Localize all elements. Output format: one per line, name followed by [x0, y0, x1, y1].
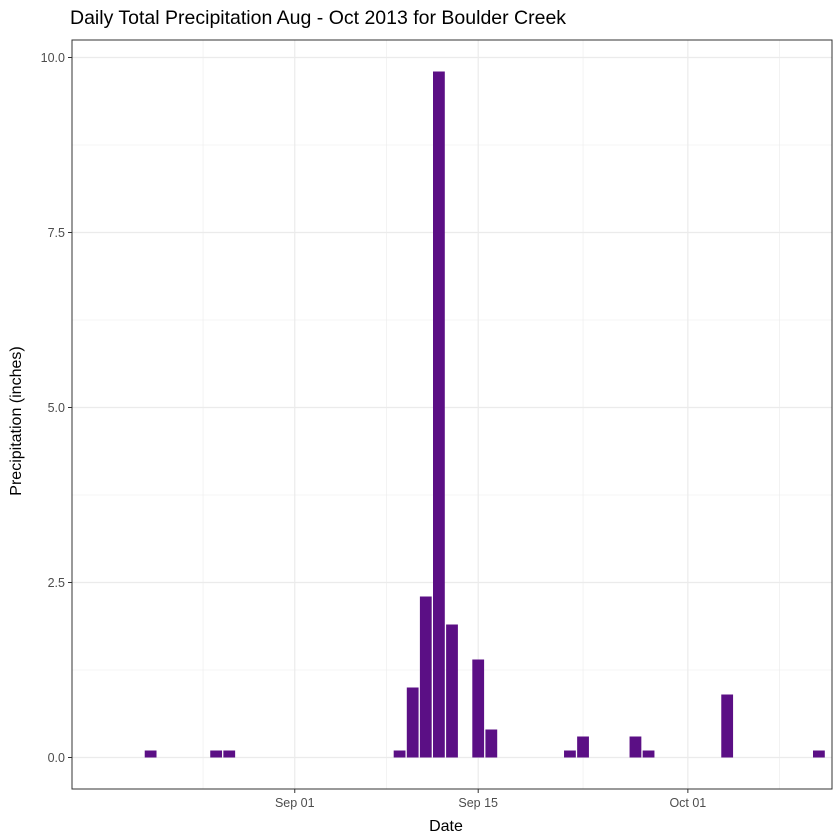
precip-bar: [144, 750, 157, 758]
x-tick-label: Sep 01: [275, 796, 315, 810]
bars-group: [144, 71, 825, 758]
precip-bar: [210, 750, 223, 758]
y-axis: 0.0 2.5 5.0 7.5 10.0: [41, 51, 72, 765]
y-tick-label: 2.5: [48, 576, 65, 590]
x-axis-title: Date: [429, 818, 463, 835]
y-tick-label: 10.0: [41, 51, 65, 65]
precip-bar: [485, 729, 498, 758]
chart-title: Daily Total Precipitation Aug - Oct 2013…: [70, 7, 566, 29]
precip-bar: [564, 750, 576, 758]
precip-bar: [577, 736, 589, 758]
y-axis-title: Precipitation (inches): [8, 346, 25, 495]
precip-bar: [223, 750, 236, 758]
x-tick-label: Sep 15: [458, 796, 498, 810]
precip-bar: [472, 659, 485, 758]
precip-bar: [642, 750, 655, 758]
precip-bar: [446, 624, 458, 758]
y-tick-label: 7.5: [48, 226, 65, 240]
precip-bar: [433, 71, 445, 758]
precip-bar: [419, 596, 432, 758]
y-tick-label: 0.0: [48, 751, 65, 765]
precip-bar: [813, 750, 825, 758]
precip-bar: [393, 750, 406, 758]
minor-gridlines: [72, 40, 832, 789]
precip-bar: [721, 694, 734, 758]
y-tick-label: 5.0: [48, 401, 65, 415]
x-tick-label: Oct 01: [669, 796, 706, 810]
x-axis: Sep 01 Sep 15 Oct 01: [275, 789, 706, 810]
precip-bar: [629, 736, 642, 758]
panel-border: [71, 39, 833, 790]
precip-bar: [406, 687, 419, 758]
major-gridlines: [72, 40, 832, 789]
